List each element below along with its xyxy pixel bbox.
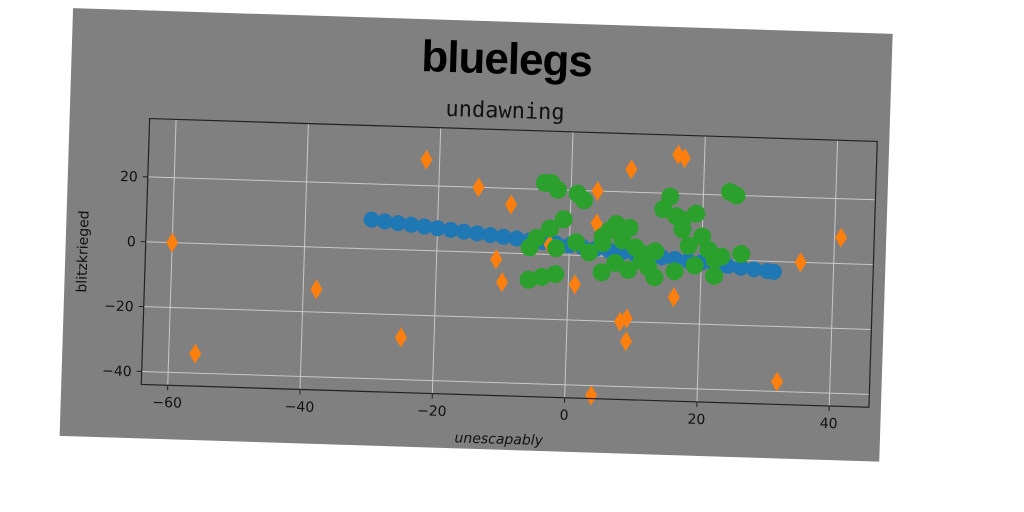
data-point-diamond <box>496 272 509 293</box>
data-point-diamond <box>771 371 784 392</box>
data-point-circle <box>416 218 433 235</box>
x-grid-line <box>299 123 309 390</box>
data-point-circle <box>520 238 539 257</box>
data-point-circle <box>687 204 706 223</box>
data-point-circle <box>482 227 499 244</box>
chart-title: bluelegs <box>421 32 593 86</box>
data-point-diamond <box>420 149 433 170</box>
tick-layer: −60 −40 −20 0 20 40 −40 −20 0 20 <box>102 169 838 433</box>
data-point-circle <box>592 263 611 282</box>
data-point-diamond <box>505 194 518 215</box>
data-point-circle <box>705 266 724 285</box>
data-point-circle <box>429 220 446 237</box>
data-point-circle <box>646 242 665 261</box>
x-tick-label: −60 <box>152 395 182 412</box>
x-axis-label: unescapably <box>454 430 544 449</box>
y-grid-line <box>143 306 872 330</box>
data-point-circle <box>376 213 393 230</box>
data-point-circle <box>567 233 586 252</box>
data-point-circle <box>685 256 704 275</box>
data-point-diamond <box>667 287 680 308</box>
data-point-diamond <box>189 343 202 364</box>
data-point-diamond <box>585 385 598 406</box>
data-point-diamond <box>310 279 323 300</box>
data-point-diamond <box>625 159 638 180</box>
y-axis-label: blitzkrieged <box>74 210 93 293</box>
data-point-circle <box>455 223 472 240</box>
y-grid-line <box>147 176 876 201</box>
data-point-circle <box>620 218 639 237</box>
data-point-circle <box>519 270 538 289</box>
data-point-diamond <box>490 249 503 270</box>
data-point-diamond <box>678 148 691 169</box>
series-2-group <box>519 173 751 289</box>
data-point-circle <box>541 219 560 238</box>
y-tick-label: 0 <box>127 234 136 250</box>
data-point-circle <box>666 251 683 268</box>
data-point-diamond <box>166 232 179 253</box>
data-point-circle <box>665 262 684 281</box>
x-grid-line <box>564 131 574 398</box>
data-point-circle <box>606 254 625 273</box>
x-tick-label: 20 <box>687 412 705 429</box>
x-tick-label: 0 <box>559 408 568 424</box>
data-point-circle <box>712 247 731 266</box>
data-point-circle <box>469 225 486 242</box>
data-point-circle <box>673 220 692 239</box>
data-point-circle <box>546 265 565 284</box>
data-point-circle <box>548 180 567 199</box>
data-point-diamond <box>835 227 848 248</box>
data-point-diamond <box>672 144 685 165</box>
data-point-circle <box>403 216 420 233</box>
data-point-diamond <box>620 331 633 352</box>
x-tick-label: −20 <box>417 403 447 420</box>
x-tick-label: −40 <box>284 399 314 416</box>
data-point-circle <box>389 215 406 232</box>
x-grid-line <box>828 140 839 407</box>
x-tick-label: 40 <box>820 416 838 433</box>
data-point-diamond <box>620 308 633 329</box>
data-point-diamond <box>794 252 807 273</box>
y-tick-label: −40 <box>102 363 132 380</box>
data-point-circle <box>575 191 594 210</box>
rotated-figure: bluelegs undawning −60 −40 −20 0 20 40 −40 −20 0… <box>59 8 893 462</box>
data-point-circle <box>746 261 763 278</box>
data-point-diamond <box>568 274 581 295</box>
series-layer <box>166 144 848 406</box>
data-point-diamond <box>591 181 604 202</box>
chart-subtitle: undawning <box>445 97 565 126</box>
data-point-circle <box>727 186 746 205</box>
x-grid-line <box>431 127 442 394</box>
y-grid-line <box>141 370 870 395</box>
data-point-circle <box>639 258 658 277</box>
plot-frame <box>140 117 878 408</box>
y-tick-label: 20 <box>120 169 138 186</box>
data-point-diamond <box>394 327 407 348</box>
y-grid-line <box>145 241 874 266</box>
data-point-circle <box>547 239 566 258</box>
data-point-circle <box>442 221 459 238</box>
data-point-circle <box>765 263 782 280</box>
data-point-circle <box>508 230 525 247</box>
data-point-circle <box>495 228 512 245</box>
data-point-circle <box>679 236 698 255</box>
data-point-circle <box>363 211 380 228</box>
data-point-diamond <box>590 213 603 234</box>
y-tick-label: −20 <box>104 298 134 315</box>
data-point-diamond <box>472 177 485 198</box>
data-point-circle <box>580 243 599 262</box>
data-point-circle <box>732 259 749 276</box>
data-point-circle <box>732 244 751 263</box>
data-point-circle <box>554 210 573 229</box>
